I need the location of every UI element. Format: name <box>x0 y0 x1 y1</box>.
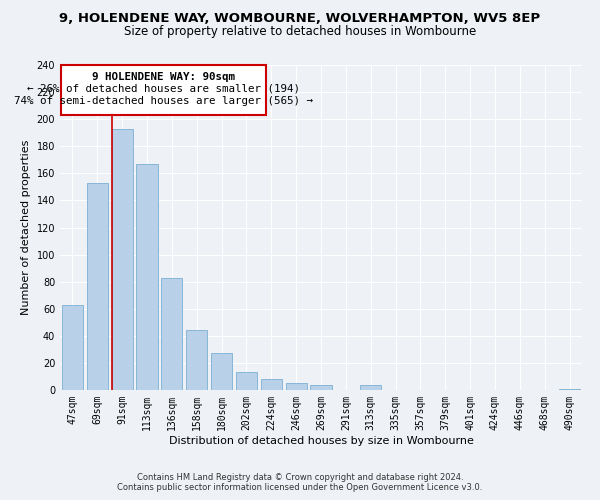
Bar <box>61 65 266 115</box>
Bar <box>286 383 307 390</box>
Bar <box>186 330 207 390</box>
Text: 74% of semi-detached houses are larger (565) →: 74% of semi-detached houses are larger (… <box>14 96 313 106</box>
Bar <box>87 183 108 390</box>
Bar <box>261 379 282 390</box>
Text: 9, HOLENDENE WAY, WOMBOURNE, WOLVERHAMPTON, WV5 8EP: 9, HOLENDENE WAY, WOMBOURNE, WOLVERHAMPT… <box>59 12 541 26</box>
Bar <box>136 164 158 390</box>
Bar <box>211 354 232 390</box>
Bar <box>310 384 332 390</box>
Text: 9 HOLENDENE WAY: 90sqm: 9 HOLENDENE WAY: 90sqm <box>92 72 235 82</box>
Text: Size of property relative to detached houses in Wombourne: Size of property relative to detached ho… <box>124 25 476 38</box>
Text: ← 26% of detached houses are smaller (194): ← 26% of detached houses are smaller (19… <box>27 84 300 94</box>
Bar <box>62 304 83 390</box>
Bar <box>112 128 133 390</box>
Text: Contains HM Land Registry data © Crown copyright and database right 2024.
Contai: Contains HM Land Registry data © Crown c… <box>118 473 482 492</box>
Bar <box>360 384 381 390</box>
Bar <box>559 388 580 390</box>
Bar <box>161 278 182 390</box>
X-axis label: Distribution of detached houses by size in Wombourne: Distribution of detached houses by size … <box>169 436 473 446</box>
Y-axis label: Number of detached properties: Number of detached properties <box>21 140 31 315</box>
Bar <box>236 372 257 390</box>
